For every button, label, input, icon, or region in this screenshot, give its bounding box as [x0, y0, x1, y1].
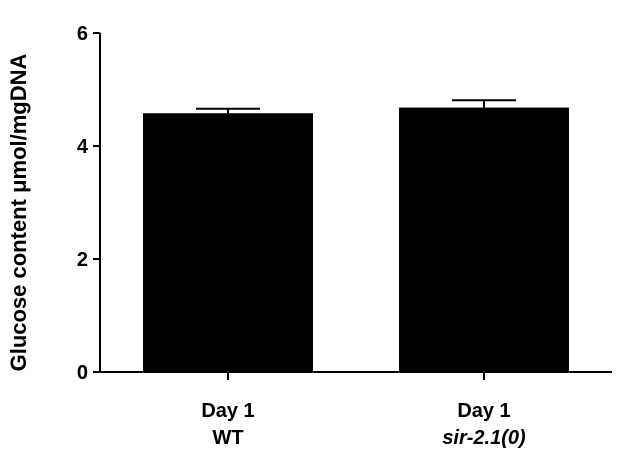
x-category-label-line1: Day 1 [201, 400, 254, 422]
y-tick-label: 0 [77, 362, 88, 384]
bar [143, 113, 313, 372]
labels: 0 2 4 6 Glucose content μmol/mgDNA Day 1 WT Day… [6, 23, 526, 449]
y-axis-label: Glucose content μmol/mgDNA [6, 53, 31, 371]
y-tick-label: 2 [77, 249, 88, 271]
x-category-label-line1: Day 1 [457, 400, 510, 422]
bars [143, 99, 569, 372]
bar [399, 107, 569, 372]
x-category-label-line2: WT [212, 427, 243, 449]
y-tick-label: 6 [77, 23, 88, 45]
x-category-label-line2: sir-2.1(0) [442, 427, 526, 449]
y-tick-label: 4 [77, 136, 89, 158]
